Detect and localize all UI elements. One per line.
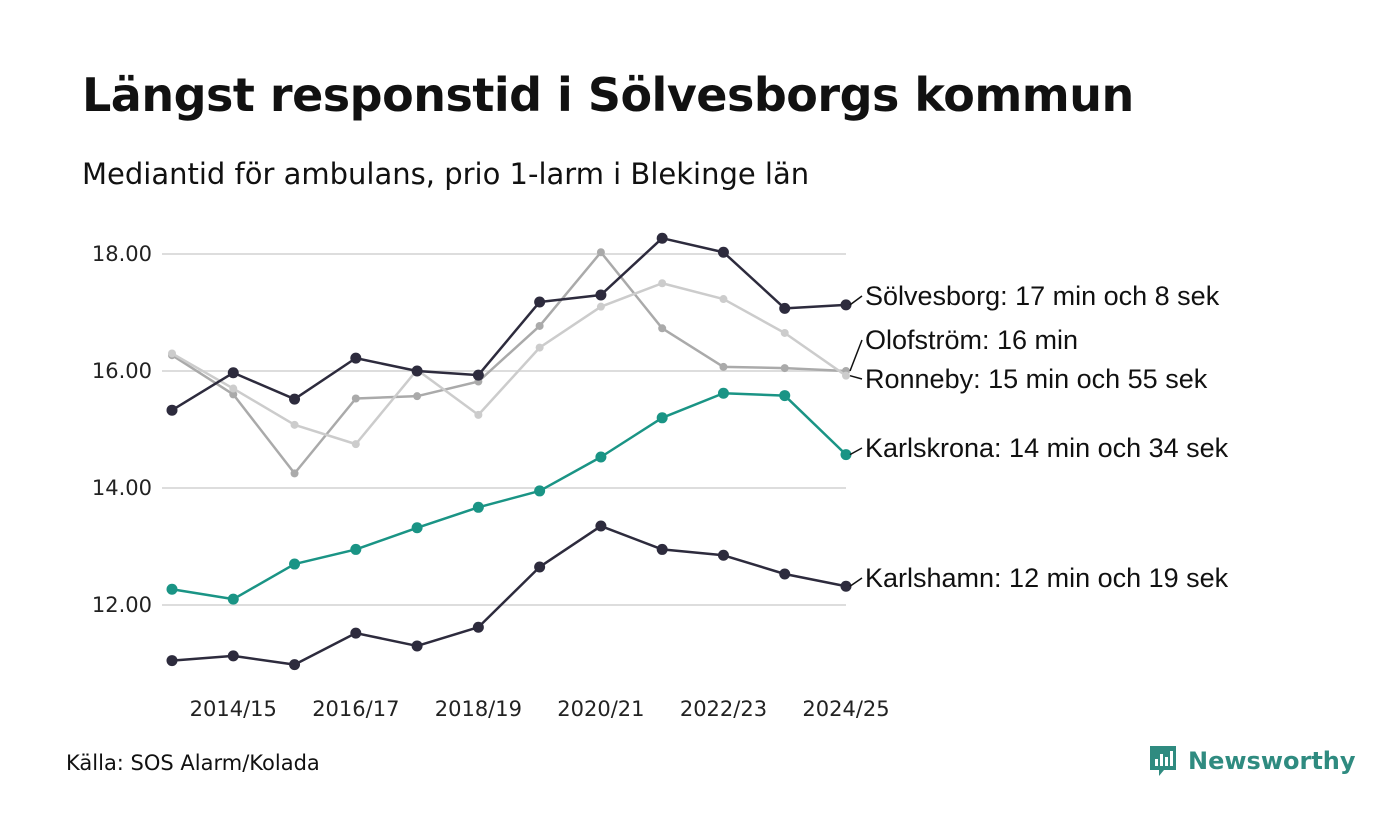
y-tick-label: 18.00 [92, 242, 152, 266]
data-point [229, 384, 238, 393]
data-point [472, 501, 484, 513]
data-point [656, 412, 668, 424]
end-label-sölvesborg: Sölvesborg: 17 min och 8 sek [865, 281, 1220, 311]
data-point [350, 627, 362, 639]
data-point [351, 440, 360, 449]
data-point [351, 394, 360, 403]
series-line [171, 524, 847, 666]
data-point [472, 369, 484, 381]
data-point [717, 549, 729, 561]
end-label-ronneby: Ronneby: 15 min och 55 sek [865, 364, 1208, 394]
data-point [411, 365, 423, 377]
end-label-karlshamn: Karlshamn: 12 min och 19 sek [865, 563, 1229, 593]
data-point [779, 568, 791, 580]
newsworthy-logo-icon [1150, 746, 1176, 776]
data-point [290, 420, 299, 429]
x-tick-label: 2016/17 [312, 697, 399, 721]
y-tick-label: 14.00 [92, 476, 152, 500]
data-point [535, 343, 544, 352]
end-label-karlskrona: Karlskrona: 14 min och 34 sek [865, 433, 1229, 463]
data-point [840, 299, 852, 311]
leader-line [849, 339, 863, 372]
series-karlskrona [166, 387, 852, 605]
leader-line [849, 374, 863, 380]
data-point [534, 561, 546, 573]
data-point [227, 367, 239, 379]
data-point [350, 352, 362, 364]
series-line [171, 391, 847, 601]
data-point [166, 583, 178, 595]
data-point [413, 392, 422, 401]
data-point [658, 279, 667, 288]
data-point [719, 295, 728, 304]
data-point [534, 296, 546, 308]
data-point [719, 362, 728, 371]
data-point [840, 449, 852, 461]
data-point [779, 390, 791, 402]
series-sölvesborg [166, 232, 852, 416]
data-point [535, 321, 544, 330]
data-point [779, 302, 791, 314]
x-tick-label: 2022/23 [680, 697, 767, 721]
series-line [171, 282, 847, 446]
data-point [474, 410, 483, 419]
y-tick-label: 12.00 [92, 593, 152, 617]
x-tick-label: 2014/15 [190, 697, 277, 721]
brand-name: Newsworthy [1188, 747, 1356, 775]
data-point [227, 650, 239, 662]
series-group [166, 232, 852, 671]
series-karlshamn [166, 520, 852, 671]
data-point [656, 543, 668, 555]
x-tick-label: 2020/21 [557, 697, 644, 721]
data-point [658, 324, 667, 333]
data-point [595, 289, 607, 301]
data-point [595, 451, 607, 463]
data-point [595, 520, 607, 532]
data-point [290, 469, 299, 478]
data-point [717, 387, 729, 399]
end-label-olofström: Olofström: 16 min [865, 325, 1078, 355]
series-line [171, 250, 847, 475]
leader-line [849, 447, 863, 456]
data-point [717, 246, 729, 258]
data-point [168, 349, 176, 358]
series-ronneby [168, 279, 850, 449]
data-point [166, 404, 178, 416]
leader-line [849, 577, 863, 587]
y-axis-ticks: 12.00 14.00 16.00 18.00 [92, 242, 152, 617]
data-point [472, 621, 484, 633]
chart-title: Längst responstid i Sölvesborgs kommun [82, 68, 1134, 122]
data-point [289, 393, 301, 405]
data-point [534, 485, 546, 497]
data-point [227, 593, 239, 605]
data-point [411, 640, 423, 652]
data-point [656, 232, 668, 244]
data-point [840, 580, 852, 592]
data-point [596, 302, 605, 311]
data-point [411, 522, 423, 534]
data-point [289, 659, 301, 671]
x-axis-ticks: 2014/15 2016/17 2018/19 2020/21 2022/23 2024/… [190, 697, 890, 721]
y-tick-label: 16.00 [92, 359, 152, 383]
data-point [350, 543, 362, 555]
source-note: Källa: SOS Alarm/Kolada [66, 751, 320, 775]
data-point [289, 558, 301, 570]
series-line [171, 236, 847, 412]
leader-line [849, 295, 863, 306]
data-point [166, 655, 178, 667]
brand: Newsworthy [1148, 744, 1356, 778]
chart-subtitle: Mediantid för ambulans, prio 1-larm i Bl… [82, 157, 810, 191]
data-point [842, 371, 850, 380]
data-point [596, 248, 605, 257]
series-olofström [168, 248, 850, 478]
data-point [780, 364, 789, 373]
data-point [229, 390, 238, 399]
end-labels: Olofström: 16 min Ronneby: 15 min och 55 … [849, 281, 1229, 593]
data-point [780, 328, 789, 337]
x-tick-label: 2018/19 [435, 697, 522, 721]
x-tick-label: 2024/25 [802, 697, 889, 721]
gridlines [162, 253, 846, 606]
